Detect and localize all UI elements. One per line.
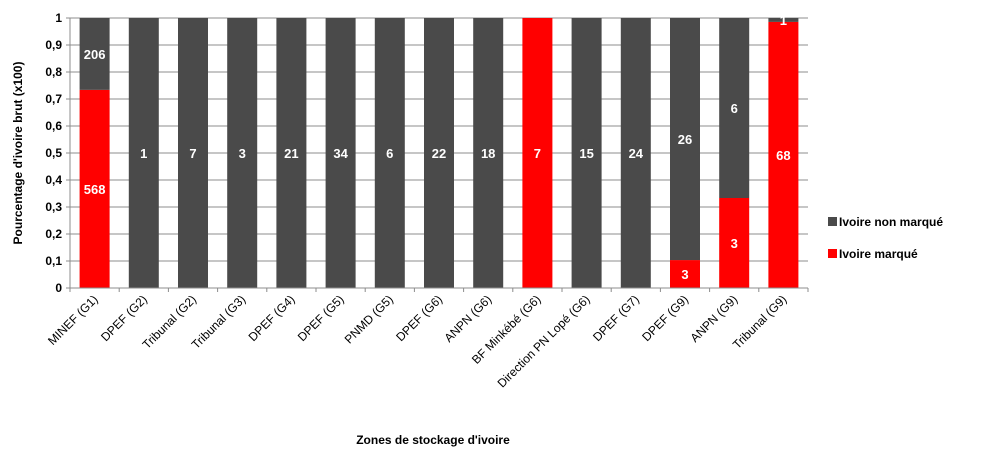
bar-segment-non-marque: [571, 18, 602, 288]
y-tick-label: 0,1: [45, 254, 62, 268]
legend: Ivoire non marqué Ivoire marqué: [828, 215, 943, 261]
bar-segment-marque: [670, 260, 700, 288]
bars: [79, 18, 799, 288]
x-tick-label: DPEF (G9): [639, 292, 691, 344]
data-label-non-marque: 3: [239, 146, 246, 161]
y-tick-label: 0,2: [45, 227, 62, 241]
x-tick-label: DPEF (G7): [590, 292, 642, 344]
y-axis-title: Pourcentage d'ivoire brut (x100): [11, 62, 25, 245]
data-label-non-marque: 21: [284, 146, 298, 161]
bar-segment-non-marque: [768, 18, 799, 22]
bar-segment-marque: [522, 18, 553, 288]
bar-segment-non-marque: [128, 18, 159, 288]
y-tick-label: 0,6: [45, 119, 62, 133]
bar-segment-non-marque: [670, 18, 700, 261]
data-label-marque: 3: [681, 267, 688, 282]
bar-segment-marque: [79, 89, 110, 288]
data-label-marque: 7: [534, 146, 541, 161]
legend-label-non-marque: Ivoire non marqué: [839, 215, 943, 229]
x-tick-label: Direction PN Lopé (G6): [495, 292, 593, 390]
data-label-non-marque: 206: [84, 47, 106, 62]
y-tick-label: 0,3: [45, 200, 62, 214]
x-tick-label: DPEF (G6): [393, 292, 445, 344]
data-label-non-marque: 24: [629, 146, 644, 161]
data-label-marque: 3: [731, 236, 738, 251]
bar-segment-non-marque: [276, 18, 307, 288]
data-label-non-marque: 1: [140, 146, 147, 161]
y-tick-label: 0,9: [45, 38, 62, 52]
bar-segment-non-marque: [178, 18, 208, 288]
bar-segment-non-marque: [227, 18, 258, 288]
legend-swatch-non-marque: [828, 217, 837, 226]
x-tick-label: MINEF (G1): [45, 292, 101, 348]
data-label-non-marque: 1: [780, 13, 787, 28]
data-label-non-marque: 34: [333, 146, 348, 161]
data-label-non-marque: 6: [386, 146, 393, 161]
data-label-non-marque: 26: [678, 132, 692, 147]
x-tick-label: DPEF (G4): [246, 292, 298, 344]
bar-segment-non-marque: [79, 18, 110, 90]
bar-segment-non-marque: [424, 18, 454, 288]
x-tick-label: DPEF (G2): [98, 292, 150, 344]
y-tick-label: 0,8: [45, 65, 62, 79]
y-tick-label: 0,5: [45, 146, 62, 160]
legend-label-marque: Ivoire marqué: [839, 247, 918, 261]
data-label-marque: 568: [84, 182, 106, 197]
x-axis-ticks: MINEF (G1)DPEF (G2)Tribunal (G2)Tribunal…: [45, 288, 809, 390]
legend-swatch-marque: [828, 249, 837, 258]
y-tick-label: 1: [55, 11, 62, 25]
y-tick-label: 0,7: [45, 92, 62, 106]
bar-segment-marque: [768, 21, 799, 288]
bar-segment-non-marque: [374, 18, 405, 288]
y-tick-label: 0: [55, 281, 62, 295]
bar-data-labels: 568 206 1 7 3 21 34 6 22 18 7 15 24 3 26 3 6 68 1: [84, 13, 791, 282]
data-label-non-marque: 22: [432, 146, 446, 161]
data-label-non-marque: 6: [731, 101, 738, 116]
x-tick-label: ANPN (G6): [442, 292, 495, 345]
bar-segment-marque: [719, 198, 750, 288]
data-label-marque: 68: [776, 148, 790, 163]
x-tick-label: ANPN (G9): [688, 292, 741, 345]
data-label-non-marque: 7: [189, 146, 196, 161]
y-tick-label: 0,4: [45, 173, 62, 187]
bar-segment-non-marque: [473, 18, 504, 288]
data-label-non-marque: 15: [579, 146, 593, 161]
bar-segment-non-marque: [325, 18, 356, 288]
x-tick-label: DPEF (G5): [295, 292, 347, 344]
x-axis-title: Zones de stockage d'ivoire: [356, 433, 510, 447]
bar-segment-non-marque: [719, 18, 750, 198]
y-axis-ticks: 0 0,1 0,2 0,3 0,4 0,5 0,6 0,7 0,8 0,9 1: [45, 11, 70, 295]
x-tick-label: PNMD (G5): [342, 292, 396, 346]
data-label-non-marque: 18: [481, 146, 495, 161]
bar-segment-non-marque: [620, 18, 651, 288]
